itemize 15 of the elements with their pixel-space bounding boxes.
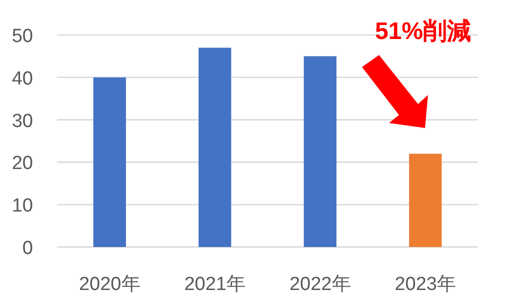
bar <box>304 56 336 247</box>
x-tick-label: 2020年 <box>78 274 140 295</box>
bar <box>93 77 126 247</box>
y-tick-label: 40 <box>12 68 33 90</box>
y-tick-label: 30 <box>12 110 33 132</box>
y-tick-label: 0 <box>22 238 33 259</box>
x-tick-label: 2022年 <box>289 274 351 295</box>
y-tick-label: 20 <box>12 153 33 174</box>
annotation: 51%削減 <box>374 18 472 45</box>
bar <box>409 154 442 247</box>
y-tick-label: 50 <box>12 26 33 47</box>
y-tick-label: 10 <box>12 196 33 217</box>
x-tick-label: 2023年 <box>394 274 456 295</box>
bar <box>198 48 232 247</box>
x-tick-label: 2021年 <box>184 274 246 295</box>
